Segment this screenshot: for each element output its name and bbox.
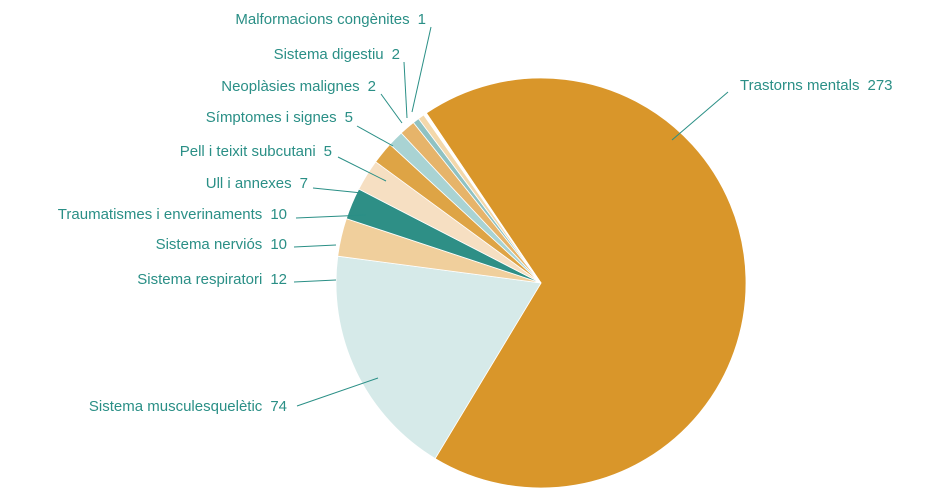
- value-label: 10: [270, 236, 287, 253]
- slice-label: Malformacions congènites 1: [235, 11, 426, 28]
- value-label: 273: [867, 77, 892, 94]
- leader-line: [293, 244, 337, 248]
- leader-line: [295, 214, 367, 219]
- category-name: Ull i annexes: [206, 175, 292, 192]
- slice-label: Traumatismes i enverinaments 10: [58, 206, 287, 223]
- value-label: 2: [392, 46, 400, 63]
- category-name: Sistema musculesquelètic: [89, 398, 263, 415]
- slice-label: Sistema digestiu 2: [274, 46, 400, 63]
- slice-label: Sistema nerviós 10: [156, 236, 287, 253]
- slice-label: Neoplàsies malignes 2: [221, 78, 376, 95]
- value-label: 1: [418, 11, 426, 28]
- category-name: Traumatismes i enverinaments: [58, 206, 263, 223]
- leader-line: [356, 125, 394, 147]
- slice-label: Sistema musculesquelètic 74: [89, 398, 287, 415]
- category-name: Símptomes i signes: [206, 109, 337, 126]
- category-name: Malformacions congènites: [235, 11, 409, 28]
- category-name: Trastorns mentals: [740, 77, 859, 94]
- category-name: Neoplàsies malignes: [221, 78, 359, 95]
- leader-line: [296, 377, 379, 407]
- slice-label: Trastorns mentals 273: [740, 77, 893, 94]
- category-name: Sistema nerviós: [156, 236, 263, 253]
- leader-line: [411, 26, 432, 113]
- leader-line: [671, 91, 729, 141]
- value-label: 5: [324, 143, 332, 160]
- value-label: 10: [270, 206, 287, 223]
- value-label: 2: [368, 78, 376, 95]
- slice-label: Sistema respiratori 12: [137, 271, 287, 288]
- leader-line: [380, 93, 403, 124]
- slice-label: Pell i teixit subcutani 5: [180, 143, 332, 160]
- pie-slice: [423, 112, 542, 284]
- value-label: 5: [345, 109, 353, 126]
- category-name: Sistema respiratori: [137, 271, 262, 288]
- category-name: Pell i teixit subcutani: [180, 143, 316, 160]
- category-name: Sistema digestiu: [274, 46, 384, 63]
- leader-line: [293, 279, 337, 283]
- slice-label: Símptomes i signes 5: [206, 109, 353, 126]
- value-label: 7: [300, 175, 308, 192]
- pie-slice: [425, 77, 747, 488]
- pie-slice: [335, 255, 542, 460]
- leader-line: [312, 187, 363, 194]
- leader-line: [403, 61, 408, 119]
- value-label: 12: [270, 271, 287, 288]
- slice-label: Ull i annexes 7: [206, 175, 308, 192]
- value-label: 74: [270, 398, 287, 415]
- leader-line: [337, 156, 387, 182]
